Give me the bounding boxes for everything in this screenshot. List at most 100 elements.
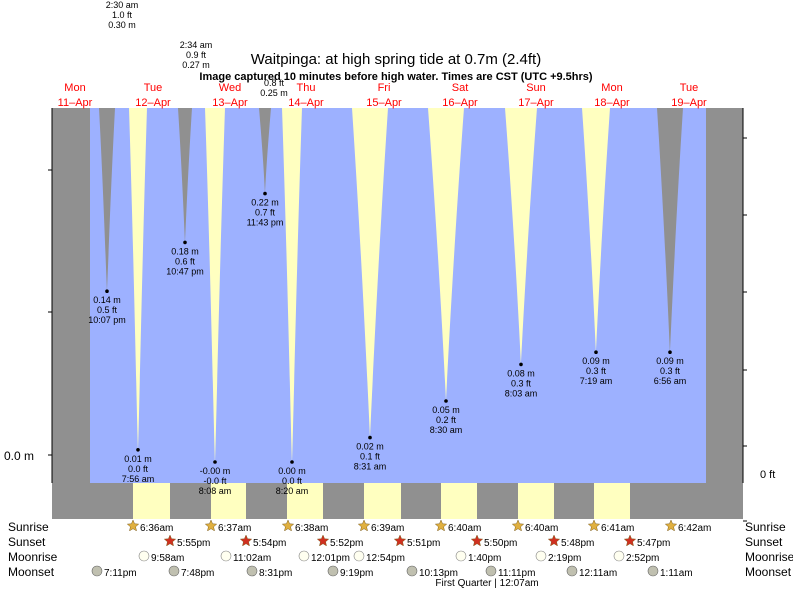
sunset-icon-2	[239, 534, 253, 547]
day-date-6: 16–Apr	[442, 97, 478, 109]
sunset-icon-5	[470, 534, 484, 547]
y-axis-right-label: 0 ft	[760, 469, 775, 481]
sunset-time-2: 5:54pm	[253, 538, 286, 549]
moonset-time-6: 11:11pm	[498, 568, 535, 579]
moonrise-icon-2	[220, 550, 232, 562]
extreme-label-9-time: 8:20 am	[276, 486, 309, 496]
axes	[48, 108, 747, 522]
row-label-moonset-right: Moonset	[745, 565, 792, 579]
sunset-time-1: 5:55pm	[177, 538, 210, 549]
extreme-label-5-ft: 0.6 ft	[175, 256, 196, 266]
moonset-time-2: 7:48pm	[181, 568, 214, 579]
moonset-time-8: 1:11am	[660, 568, 693, 579]
sunset-icon-3	[316, 534, 330, 547]
moonset-icon-3	[246, 565, 258, 577]
moonrise-icon-7	[613, 550, 625, 562]
moonset-icon-7	[566, 565, 578, 577]
extreme-label-8-m: 0.22 m	[251, 198, 279, 208]
extreme-label-1-time: 2:30 am	[106, 0, 139, 10]
day-date-3: 13–Apr	[212, 97, 248, 109]
moon-phase-note: First Quarter | 12:07am	[435, 578, 538, 589]
sunrise-icon-4	[357, 519, 371, 532]
sunrise-time-4: 6:39am	[371, 523, 404, 534]
extreme-label-10-ft: 0.1 ft	[360, 452, 381, 462]
moonrise-time-7: 2:52pm	[626, 553, 659, 564]
moonset-time-1: 7:11pm	[104, 568, 137, 579]
moonrise-icon-4	[353, 550, 365, 562]
row-label-sunrise-left: Sunrise	[8, 520, 49, 534]
extreme-point-12	[519, 362, 523, 367]
extreme-label-13-m: 0.09 m	[582, 356, 610, 366]
extreme-label-14-m: 0.09 m	[656, 356, 684, 366]
row-label-moonset-left: Moonset	[8, 565, 55, 579]
day-dow-1: Mon	[64, 82, 85, 94]
extreme-point-6	[213, 460, 217, 464]
sunset-icon-6	[547, 534, 561, 547]
extreme-label-2-m: 0.14 m	[93, 295, 121, 305]
extreme-label-13-ft: 0.3 ft	[586, 366, 607, 376]
day-date-9: 19–Apr	[671, 97, 707, 109]
tide-curve	[99, 108, 683, 462]
extreme-label-1-ft: 1.0 ft	[112, 10, 133, 20]
extreme-label-4-m: 0.27 m	[182, 60, 210, 70]
extreme-label-7-m: 0.25 m	[260, 88, 288, 98]
extreme-label-2-ft: 0.5 ft	[97, 305, 118, 315]
extreme-point-10	[368, 435, 372, 440]
sunrise-time-6: 6:40am	[525, 523, 558, 534]
chart-subtitle: Image captured 10 minutes before high wa…	[199, 71, 593, 83]
sunrise-icon-7	[587, 519, 601, 532]
tide-trough-11	[657, 108, 683, 353]
moonset-time-7: 12:11am	[579, 568, 617, 579]
moonset-icon-6	[485, 565, 497, 577]
moonset-icon-5	[406, 565, 418, 577]
extreme-label-3-m: 0.01 m	[124, 454, 152, 464]
tide-trough-1	[99, 108, 115, 292]
extreme-label-9-ft: 0.0 ft	[282, 476, 303, 486]
sunset-icon-1	[163, 534, 177, 547]
extreme-label-6-m: -0.00 m	[200, 466, 231, 476]
daylight-band-3	[287, 483, 323, 519]
extreme-label-9-m: 0.00 m	[278, 466, 306, 476]
extreme-label-8-time: 11:43 pm	[247, 218, 284, 228]
day-dow-8: Mon	[601, 82, 622, 94]
extreme-label-14-time: 6:56 am	[654, 376, 687, 386]
extreme-point-8	[263, 191, 267, 196]
moonrise-time-4: 12:54pm	[366, 553, 405, 564]
moonset-time-4: 9:19pm	[340, 568, 373, 579]
extreme-label-12-ft: 0.3 ft	[511, 378, 532, 388]
tide-trough-8	[428, 108, 464, 401]
sunrise-icon-6	[511, 519, 525, 532]
sunset-time-7: 5:47pm	[637, 538, 670, 549]
day-dow-2: Tue	[144, 82, 163, 94]
day-date-2: 12–Apr	[135, 97, 171, 109]
extreme-label-7-ft: 0.8 ft	[264, 78, 285, 88]
sunset-time-5: 5:50pm	[484, 538, 517, 549]
extreme-label-5-m: 0.18 m	[171, 246, 199, 256]
extreme-label-14-ft: 0.3 ft	[660, 366, 681, 376]
moonrise-time-5: 1:40pm	[468, 553, 501, 564]
extreme-label-3-time: 7:56 am	[122, 474, 155, 484]
extreme-label-10-time: 8:31 am	[354, 462, 387, 472]
extreme-label-11-m: 0.05 m	[432, 405, 460, 415]
sunrise-time-3: 6:38am	[295, 523, 328, 534]
extreme-label-11-time: 8:30 am	[430, 425, 463, 435]
day-dow-7: Sun	[526, 82, 546, 94]
daylight-band-4	[364, 483, 401, 519]
extreme-point-2	[105, 289, 109, 294]
moonrise-icon-1	[138, 550, 150, 562]
day-dow-9: Tue	[680, 82, 699, 94]
extreme-label-2-time: 10:07 pm	[88, 315, 126, 325]
row-label-moonrise-right: Moonrise	[745, 550, 793, 564]
extreme-label-8-ft: 0.7 ft	[255, 208, 276, 218]
extreme-point-14	[668, 350, 672, 355]
extreme-label-10-m: 0.02 m	[356, 442, 384, 452]
extreme-point-3	[136, 448, 140, 452]
day-dow-3: Wed	[219, 82, 241, 94]
extreme-label-4-ft: 0.9 ft	[186, 50, 207, 60]
daylight-band-5	[441, 483, 477, 519]
extreme-label-12-m: 0.08 m	[507, 368, 535, 378]
sunrise-time-2: 6:37am	[218, 523, 251, 534]
row-label-sunset-right: Sunset	[745, 535, 783, 549]
sunrise-icon-5	[434, 519, 448, 532]
